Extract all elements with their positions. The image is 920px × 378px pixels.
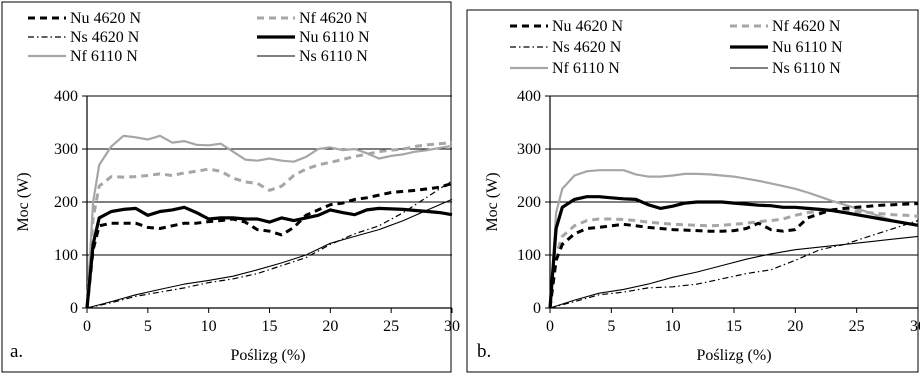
panel-label: b. xyxy=(477,341,491,362)
series-line-3 xyxy=(85,205,453,309)
x-axis-title: Poślizg (%) xyxy=(696,347,771,364)
y-tick-label: 0 xyxy=(533,300,541,317)
legend-label: Nf 6110 N xyxy=(552,60,620,77)
y-tick-label: 100 xyxy=(54,247,78,264)
x-tick-label: 20 xyxy=(322,318,338,335)
x-tick-label: 15 xyxy=(262,318,278,335)
legend-label: Nu 4620 N xyxy=(70,10,142,27)
y-tick-label: 200 xyxy=(54,194,78,211)
series-line-0 xyxy=(85,181,453,309)
series-line-5 xyxy=(86,198,453,309)
x-tick-label: 5 xyxy=(607,318,615,335)
x-tick-label: 10 xyxy=(665,318,681,335)
y-axis-title: Moc (W) xyxy=(15,172,32,231)
y-axis-title: Moc (W) xyxy=(484,172,501,231)
series-line-5 xyxy=(549,235,919,309)
y-tick-label: 300 xyxy=(517,141,541,158)
y-tick-label: 100 xyxy=(517,247,541,264)
x-tick-label: 25 xyxy=(383,318,399,335)
series-line-0 xyxy=(548,202,919,309)
panel-label: a. xyxy=(10,341,23,362)
x-tick-label: 0 xyxy=(83,318,91,335)
y-tick-label: 400 xyxy=(54,88,78,105)
legend-label: Nf 6110 N xyxy=(70,48,138,65)
series-line-2 xyxy=(86,180,453,309)
series-line-1 xyxy=(85,141,453,309)
panel-b: 0 100 200 300 400 0 5 10 15 20 25 30 Poślizg (%) Moc … xyxy=(466,9,920,373)
y-tick-label: 400 xyxy=(517,88,541,105)
y-tick-label: 300 xyxy=(54,141,78,158)
legend-label: Ns 4620 N xyxy=(70,29,140,46)
x-tick-label: 10 xyxy=(201,318,217,335)
y-tick-label: 0 xyxy=(70,300,78,317)
legend-label: Ns 4620 N xyxy=(552,39,622,56)
x-tick-label: 5 xyxy=(144,318,152,335)
legend-label: Ns 6110 N xyxy=(299,48,368,65)
series-line-3 xyxy=(548,195,919,309)
x-tick-label: 30 xyxy=(910,318,920,335)
panel-a: 0 100 200 300 400 0 5 10 15 20 25 30 Poślizg (%) Moc … xyxy=(1,1,460,373)
legend-label: Nu 6110 N xyxy=(772,39,843,56)
x-tick-label: 15 xyxy=(726,318,742,335)
x-tick-label: 30 xyxy=(444,318,460,335)
legend-label: Nu 6110 N xyxy=(299,29,370,46)
series-line-4 xyxy=(85,134,453,309)
x-tick-label: 20 xyxy=(787,318,803,335)
series-line-2 xyxy=(549,220,919,309)
legend-label: Nf 4620 N xyxy=(299,10,368,27)
x-axis-title: Poślizg (%) xyxy=(230,347,305,364)
series-line-1 xyxy=(548,208,919,309)
chart-frame xyxy=(1,1,452,373)
y-tick-label: 200 xyxy=(517,194,541,211)
x-tick-label: 0 xyxy=(546,318,554,335)
chart-frame xyxy=(466,9,919,373)
x-tick-label: 25 xyxy=(849,318,865,335)
legend-label: Nf 4620 N xyxy=(772,18,841,35)
legend-label: Nu 4620 N xyxy=(552,18,624,35)
series-line-4 xyxy=(548,169,919,309)
legend-label: Ns 6110 N xyxy=(772,60,841,77)
